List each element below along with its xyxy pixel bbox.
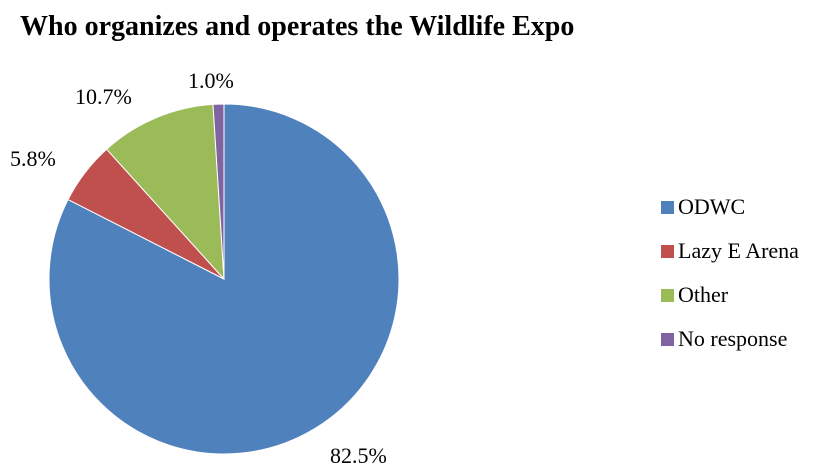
- legend-item-lazy-e-arena: Lazy E Arena: [661, 240, 799, 262]
- legend-label: Other: [678, 282, 729, 307]
- legend-swatch: [661, 332, 674, 346]
- data-label-odwc: 82.5%: [330, 443, 387, 466]
- legend-label: ODWC: [678, 194, 746, 219]
- data-label-other: 10.7%: [75, 84, 132, 109]
- pie-slice-other: [105, 103, 225, 281]
- legend-swatch: [661, 200, 674, 214]
- data-label-lazy-e-arena: 5.8%: [10, 146, 56, 171]
- legend-item-no-response: No response: [661, 328, 799, 350]
- chart-title: Who organizes and operates the Wildlife …: [20, 11, 575, 42]
- data-label-no-response: 1.0%: [188, 68, 234, 93]
- legend-swatch: [661, 244, 674, 258]
- chart-legend: ODWC Lazy E Arena Other No response: [661, 196, 799, 372]
- legend-label: Lazy E Arena: [678, 238, 799, 263]
- pie-slice-no-response: [212, 103, 225, 280]
- legend-swatch: [661, 288, 674, 302]
- legend-item-odwc: ODWC: [661, 196, 799, 218]
- legend-label: No response: [678, 326, 788, 351]
- legend-item-other: Other: [661, 284, 799, 306]
